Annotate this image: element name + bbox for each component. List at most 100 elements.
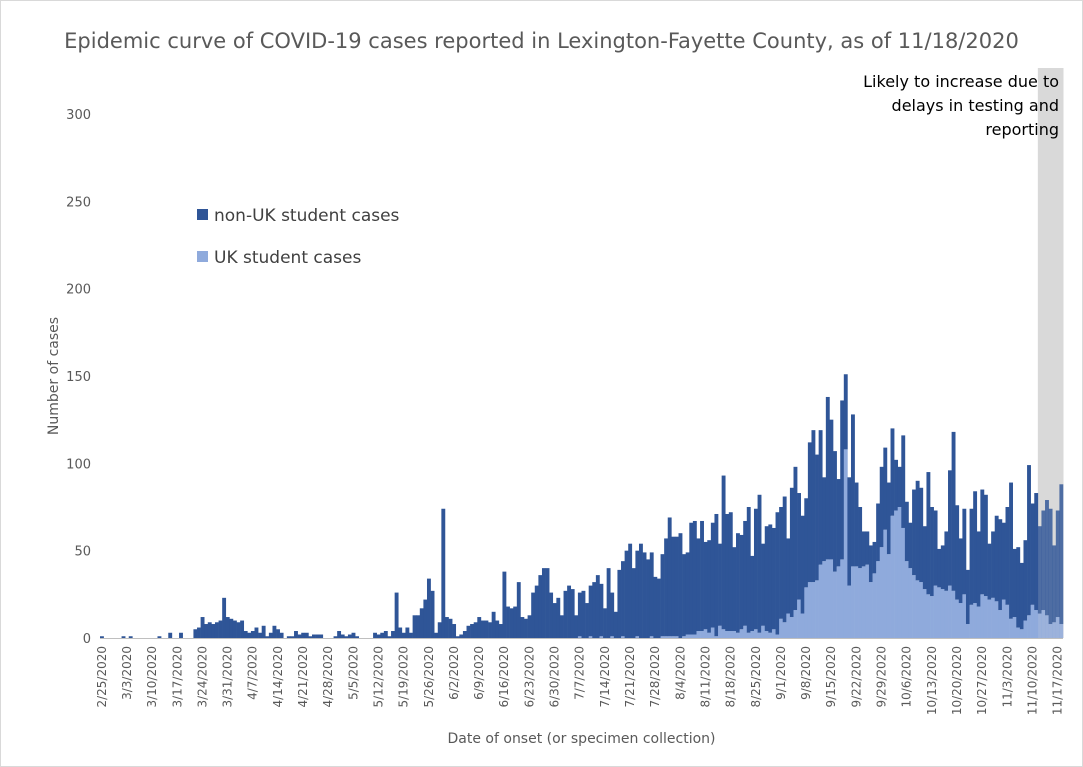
bar-non-uk-student [455,636,460,638]
bar-non-uk-student [179,632,183,638]
bar-non-uk-student [642,552,647,638]
bar-non-uk-student [240,620,245,638]
bar-uk-student [1048,624,1053,638]
bar-non-uk-student [128,636,133,638]
legend-swatch [197,251,208,262]
x-tick-label: 9/22/2020 [849,646,863,708]
y-tick-label: 250 [66,195,91,210]
bar-uk-student [937,587,942,638]
bar-non-uk-student [588,585,593,637]
bar-non-uk-student [437,622,442,638]
bar-non-uk-student [581,590,586,638]
bar-non-uk-student [825,396,830,560]
bar-non-uk-student [315,634,320,638]
bar-uk-student [771,629,776,638]
bar-uk-student [915,580,920,638]
bar-non-uk-student [498,624,503,638]
bar-non-uk-student [563,590,568,638]
bar-uk-student [822,561,827,638]
bar-uk-student [610,636,615,638]
bar-non-uk-student [452,624,457,638]
bar-non-uk-student [516,582,521,638]
bar-non-uk-student [383,631,388,638]
bar-uk-student [736,632,740,638]
y-tick-label: 200 [66,283,91,298]
bar-non-uk-student [761,543,766,626]
bar-uk-student [800,613,805,638]
bar-non-uk-student [750,555,755,632]
bar-non-uk-student [689,522,694,635]
bar-uk-student [671,636,676,638]
x-tick-label: 11/3/2020 [1000,646,1014,708]
bar-non-uk-student [193,629,198,638]
bar-non-uk-student [524,618,528,638]
bar-non-uk-student [243,631,248,638]
x-tick-label: 10/20/2020 [950,646,964,715]
bar-non-uk-student [391,631,395,638]
bar-uk-student [861,566,866,638]
x-tick-label: 5/19/2020 [397,646,411,708]
bar-non-uk-student [631,568,636,638]
bar-non-uk-student [218,620,223,638]
bar-non-uk-student [1023,540,1028,621]
bar-non-uk-student [678,533,683,638]
bar-uk-student [685,634,690,638]
x-tick-label: 3/10/2020 [145,646,159,708]
bar-non-uk-student [466,625,471,638]
bar-uk-student [962,594,967,638]
bar-uk-student [940,589,945,638]
bar-uk-student [872,573,877,638]
bar-uk-student [793,610,798,638]
bar-uk-student [786,613,791,638]
bar-uk-student [980,594,985,638]
bar-non-uk-student [850,414,855,567]
bar-uk-student [930,596,934,638]
bar-uk-student [955,599,960,638]
bar-uk-student [775,634,780,638]
bar-non-uk-student [585,603,589,638]
bar-uk-student [976,606,981,638]
bar-non-uk-student [513,606,518,638]
bar-non-uk-student [919,487,924,583]
bar-uk-student [948,585,952,638]
bar-non-uk-student [692,520,697,635]
bar-uk-student [649,636,654,638]
bar-non-uk-student [886,482,891,555]
bar-non-uk-student [649,552,654,637]
bar-non-uk-student [570,589,575,638]
bar-non-uk-student [894,459,899,511]
x-tick-label: 7/14/2020 [598,646,612,708]
bar-uk-student [1041,610,1046,638]
bar-non-uk-student [901,435,906,528]
bar-non-uk-student [473,622,478,638]
bar-non-uk-student [883,447,888,530]
bar-non-uk-student [347,634,352,638]
bar-non-uk-student [829,419,834,560]
bar-non-uk-student [980,489,985,595]
bar-non-uk-student [621,561,625,637]
x-tick-label: 8/25/2020 [749,646,763,708]
y-tick-label: 100 [66,457,91,472]
bar-uk-student [847,585,852,638]
bar-uk-student [894,510,899,638]
bar-non-uk-student [477,617,482,638]
bar-non-uk-student [983,494,988,597]
bar-non-uk-student [319,634,324,638]
bar-non-uk-student [552,603,557,638]
bar-uk-student [761,625,766,638]
bar-non-uk-student [268,632,273,638]
bar-non-uk-student [380,632,385,638]
bar-uk-student [843,449,848,638]
bar-non-uk-student [373,632,377,638]
bar-uk-student [833,571,837,638]
x-tick-label: 10/6/2020 [900,646,914,708]
bar-non-uk-student [976,531,981,607]
bar-non-uk-student [1030,503,1035,605]
x-tick-label: 7/7/2020 [573,646,587,700]
bar-non-uk-student [495,620,500,638]
bar-non-uk-student [757,494,762,633]
bar-uk-student [890,515,895,638]
bar-non-uk-student [100,636,104,638]
bar-uk-student [714,636,719,638]
bar-non-uk-student [746,507,751,633]
